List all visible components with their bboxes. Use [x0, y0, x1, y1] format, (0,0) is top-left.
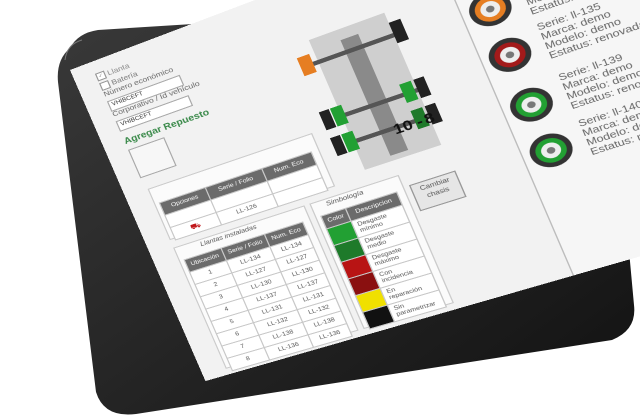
tire-front-left-orange[interactable] — [297, 54, 317, 76]
cambiar-chasis-button[interactable]: Cambiar chasis — [409, 170, 467, 211]
repuesto-drop-box[interactable] — [128, 137, 177, 178]
